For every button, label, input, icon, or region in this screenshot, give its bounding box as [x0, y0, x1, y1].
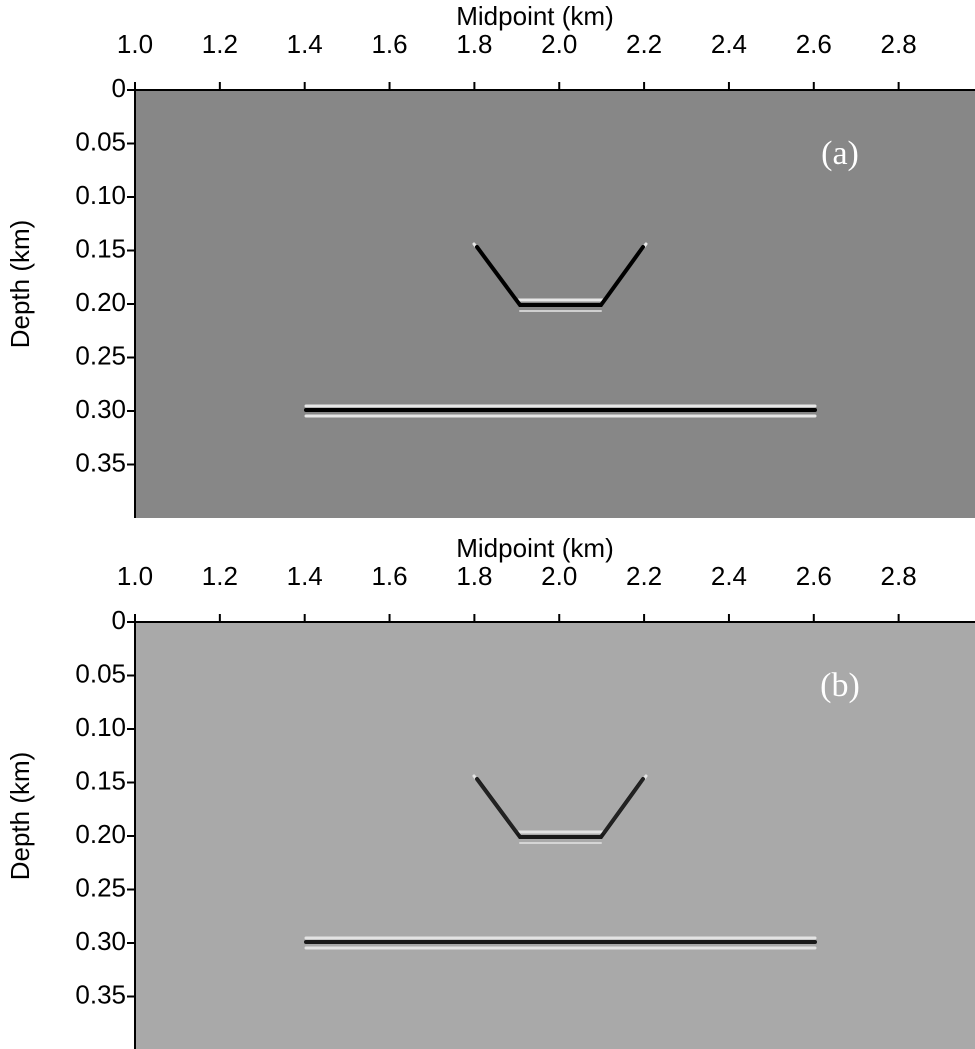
y-tick-label: 0.20: [75, 287, 126, 317]
x-tick-label: 2.6: [796, 29, 832, 59]
panel-annotation: (b): [820, 667, 860, 704]
x-axis-title: Midpoint (km): [456, 533, 613, 563]
x-tick-label: 1.2: [202, 29, 238, 59]
y-tick-label: 0.35: [75, 979, 126, 1009]
x-tick-label: 2.6: [796, 561, 832, 591]
x-tick-label: 1.6: [371, 561, 407, 591]
x-tick-label: 1.0: [117, 29, 153, 59]
x-tick-label: 2.8: [881, 561, 917, 591]
y-tick-label: 0.30: [75, 394, 126, 424]
y-tick-label: 0.20: [75, 819, 126, 849]
x-tick-label: 1.8: [456, 29, 492, 59]
y-tick-label: 0.05: [75, 126, 126, 156]
x-tick-label: 1.2: [202, 561, 238, 591]
y-tick-label: 0.05: [75, 658, 126, 688]
reflector: [475, 777, 645, 839]
x-tick-label: 2.0: [541, 29, 577, 59]
y-tick-label: 0.10: [75, 712, 126, 742]
x-tick-label: 1.8: [456, 561, 492, 591]
y-tick-label: 0.25: [75, 872, 126, 902]
y-tick-label: 0.15: [75, 765, 126, 795]
y-tick-label: 0.25: [75, 340, 126, 370]
y-tick-label: 0: [112, 605, 126, 635]
x-tick-label: 2.0: [541, 561, 577, 591]
x-tick-label: 2.2: [626, 561, 662, 591]
panel-annotation: (a): [821, 135, 859, 172]
y-tick-label: 0.30: [75, 926, 126, 956]
reflector: [475, 245, 645, 307]
y-tick-label: 0: [112, 73, 126, 103]
y-axis-title: Depth (km): [5, 752, 35, 881]
x-tick-label: 2.4: [711, 561, 747, 591]
x-tick-label: 1.4: [287, 29, 323, 59]
reflectors: [304, 242, 817, 418]
x-tick-label: 1.6: [371, 29, 407, 59]
x-axis-title: Midpoint (km): [456, 1, 613, 31]
y-tick-label: 0.10: [75, 180, 126, 210]
x-tick-label: 2.2: [626, 29, 662, 59]
x-tick-label: 1.0: [117, 561, 153, 591]
x-tick-label: 1.4: [287, 561, 323, 591]
y-axis-title: Depth (km): [5, 220, 35, 349]
y-tick-label: 0.15: [75, 233, 126, 263]
y-tick-label: 0.35: [75, 447, 126, 477]
x-tick-label: 2.8: [881, 29, 917, 59]
reflectors: [304, 774, 817, 950]
x-tick-label: 2.4: [711, 29, 747, 59]
